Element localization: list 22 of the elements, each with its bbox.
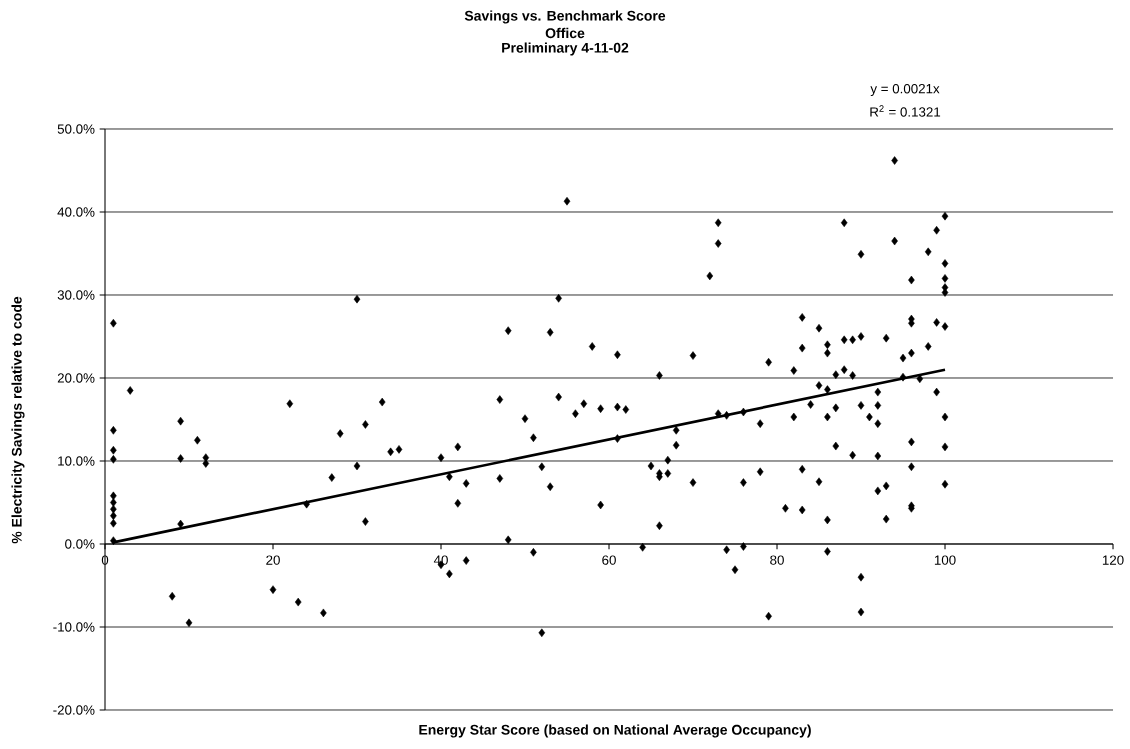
- x-tick-label: 80: [770, 555, 784, 565]
- x-tick-label: 20: [266, 555, 280, 565]
- y-axis-title: % Electricity Savings relative to code: [11, 296, 25, 544]
- y-tick-label: 40.0%: [57, 207, 95, 217]
- y-tick-label: -20.0%: [53, 705, 95, 715]
- y-tick-label: 10.0%: [58, 456, 95, 466]
- y-tick-label: -10.0%: [53, 622, 95, 632]
- y-tick-label: 30.0%: [57, 290, 95, 300]
- x-axis-title: Energy Star Score (based on National Average Occupancy): [419, 724, 811, 738]
- x-tick-label: 0: [101, 555, 109, 565]
- text: Preliminary 4-11-02: [502, 42, 629, 56]
- y-tick-label: 50.0%: [57, 124, 95, 134]
- chart-title: Savings vs. Benchmark Score: [464, 10, 666, 24]
- y-tick-label: 0.0%: [65, 539, 95, 549]
- text: R$^{2}$ = 0.1321: [870, 105, 941, 117]
- x-tick-label: 120: [1102, 555, 1124, 565]
- x-tick-label: 100: [934, 555, 956, 565]
- text: y = 0.0021x: [870, 83, 940, 97]
- chart-subtitle: Office: [545, 27, 585, 39]
- y-tick-label: 20.0%: [57, 373, 95, 383]
- x-tick-label: 40: [433, 555, 448, 565]
- x-tick-label: 60: [602, 555, 616, 565]
